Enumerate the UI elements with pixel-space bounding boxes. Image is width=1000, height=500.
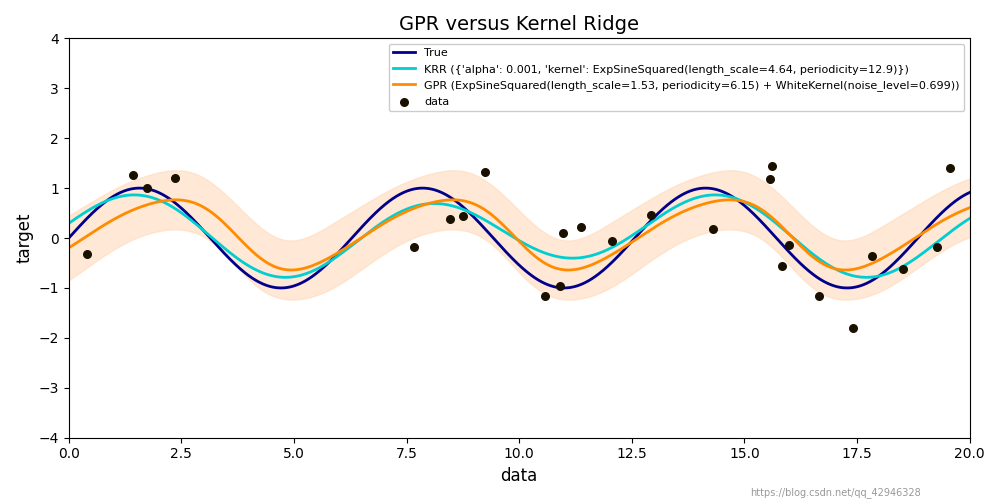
data xyxy=(552,282,568,290)
data xyxy=(537,292,553,300)
data xyxy=(811,292,827,300)
data xyxy=(555,229,571,237)
data xyxy=(139,184,155,192)
True xyxy=(766,230,778,236)
True xyxy=(964,190,976,196)
KRR ({'alpha': 0.001, 'kernel': ExpSineSquared(length_scale=4.64, periodicity=12.9)}): (0, 0.295): 0.001, 'kernel': ExpSineSquared(length_s… xyxy=(63,220,75,226)
data xyxy=(477,168,493,175)
True xyxy=(841,285,853,291)
data xyxy=(455,212,471,220)
Legend: True, KRR ({'alpha': 0.001, 'kernel': ExpSineSquared(length_scale=4.64, periodic: True, KRR ({'alpha': 0.001, 'kernel': Ex… xyxy=(389,44,964,112)
Line: True: True xyxy=(69,188,970,288)
data xyxy=(573,223,589,231)
X-axis label: data: data xyxy=(501,467,538,485)
data xyxy=(604,237,620,245)
GPR (ExpSineSquared(length_scale=1.53, periodicity=6.15) + WhiteKernel(noise_level=0.699)) xyxy=(767,216,779,222)
data xyxy=(705,225,721,233)
KRR ({'alpha': 0.001, 'kernel': ExpSineSquared(length_scale=4.64, periodicity=12.9)}): (13.8, 0.749): 0.001, 'kernel': ExpSineSquared(length_s… xyxy=(682,198,694,203)
data xyxy=(895,265,911,273)
True xyxy=(63,235,75,241)
data xyxy=(79,250,95,258)
data xyxy=(762,174,778,182)
data xyxy=(781,241,797,249)
data xyxy=(845,324,861,332)
data xyxy=(125,170,141,178)
GPR (ExpSineSquared(length_scale=1.53, periodicity=6.15) + WhiteKernel(noise_level=0.699)) xyxy=(783,232,795,237)
data xyxy=(442,214,458,222)
data xyxy=(167,174,183,182)
True xyxy=(681,189,693,195)
True xyxy=(782,248,794,254)
GPR (ExpSineSquared(length_scale=1.53, periodicity=6.15) + WhiteKernel(noise_level=0.699)) xyxy=(724,197,736,203)
KRR ({'alpha': 0.001, 'kernel': ExpSineSquared(length_scale=4.64, periodicity=12.9)}): (20, 0.392): 0.001, 'kernel': ExpSineSquared(length_s… xyxy=(964,216,976,222)
GPR (ExpSineSquared(length_scale=1.53, periodicity=6.15) + WhiteKernel(noise_level=0.699)) xyxy=(427,200,439,205)
True xyxy=(427,186,439,192)
data xyxy=(764,162,780,170)
Text: https://blog.csdn.net/qq_42946328: https://blog.csdn.net/qq_42946328 xyxy=(750,487,921,498)
data xyxy=(406,244,422,252)
Title: GPR versus Kernel Ridge: GPR versus Kernel Ridge xyxy=(399,15,639,34)
True xyxy=(699,185,711,191)
data xyxy=(864,252,880,260)
KRR ({'alpha': 0.001, 'kernel': ExpSineSquared(length_scale=4.64, periodicity=12.9)}): (8.11, 0.692): 0.001, 'kernel': ExpSineSquared(length_s… xyxy=(428,200,440,206)
KRR ({'alpha': 0.001, 'kernel': ExpSineSquared(length_scale=4.64, periodicity=12.9)}): (14.4, 0.864): 0.001, 'kernel': ExpSineSquared(length_s… xyxy=(709,192,721,198)
data xyxy=(643,211,659,219)
Y-axis label: target: target xyxy=(15,213,33,264)
GPR (ExpSineSquared(length_scale=1.53, periodicity=6.15) + WhiteKernel(noise_level=0.699)) xyxy=(964,204,976,210)
True xyxy=(155,190,167,196)
GPR (ExpSineSquared(length_scale=1.53, periodicity=6.15) + WhiteKernel(noise_level=0.699)) xyxy=(155,198,167,204)
data xyxy=(942,164,958,172)
GPR (ExpSineSquared(length_scale=1.53, periodicity=6.15) + WhiteKernel(noise_level=0.699)) xyxy=(682,206,694,212)
KRR ({'alpha': 0.001, 'kernel': ExpSineSquared(length_scale=4.64, periodicity=12.9)}): (4.8, -0.787): 0.001, 'kernel': ExpSineSquared(length_s… xyxy=(279,274,291,280)
GPR (ExpSineSquared(length_scale=1.53, periodicity=6.15) + WhiteKernel(noise_level=0.699)) xyxy=(63,245,75,251)
data xyxy=(929,242,945,250)
KRR ({'alpha': 0.001, 'kernel': ExpSineSquared(length_scale=4.64, periodicity=12.9)}): (16, 0.0723): 0.001, 'kernel': ExpSineSquared(length_s… xyxy=(783,232,795,237)
Line: KRR ({'alpha': 0.001, 'kernel': ExpSineSquared(length_scale=4.64, periodicity=12.9)}): KRR ({'alpha': 0.001, 'kernel': ExpSineS… xyxy=(69,195,970,278)
data xyxy=(774,262,790,270)
GPR (ExpSineSquared(length_scale=1.53, periodicity=6.15) + WhiteKernel(noise_level=0.699)) xyxy=(562,267,574,273)
KRR ({'alpha': 0.001, 'kernel': ExpSineSquared(length_scale=4.64, periodicity=12.9)}): (2.04, 0.745): 0.001, 'kernel': ExpSineSquared(length_s… xyxy=(155,198,167,204)
GPR (ExpSineSquared(length_scale=1.53, periodicity=6.15) + WhiteKernel(noise_level=0.699)) xyxy=(460,198,472,204)
True xyxy=(460,206,472,212)
KRR ({'alpha': 0.001, 'kernel': ExpSineSquared(length_scale=4.64, periodicity=12.9)}): (15.6, 0.345): 0.001, 'kernel': ExpSineSquared(length_s… xyxy=(767,218,779,224)
KRR ({'alpha': 0.001, 'kernel': ExpSineSquared(length_scale=4.64, periodicity=12.9)}): (8.83, 0.547): 0.001, 'kernel': ExpSineSquared(length_s… xyxy=(460,208,472,214)
Line: GPR (ExpSineSquared(length_scale=1.53, periodicity=6.15) + WhiteKernel(noise_level=0.699)): GPR (ExpSineSquared(length_scale=1.53, p… xyxy=(69,200,970,270)
